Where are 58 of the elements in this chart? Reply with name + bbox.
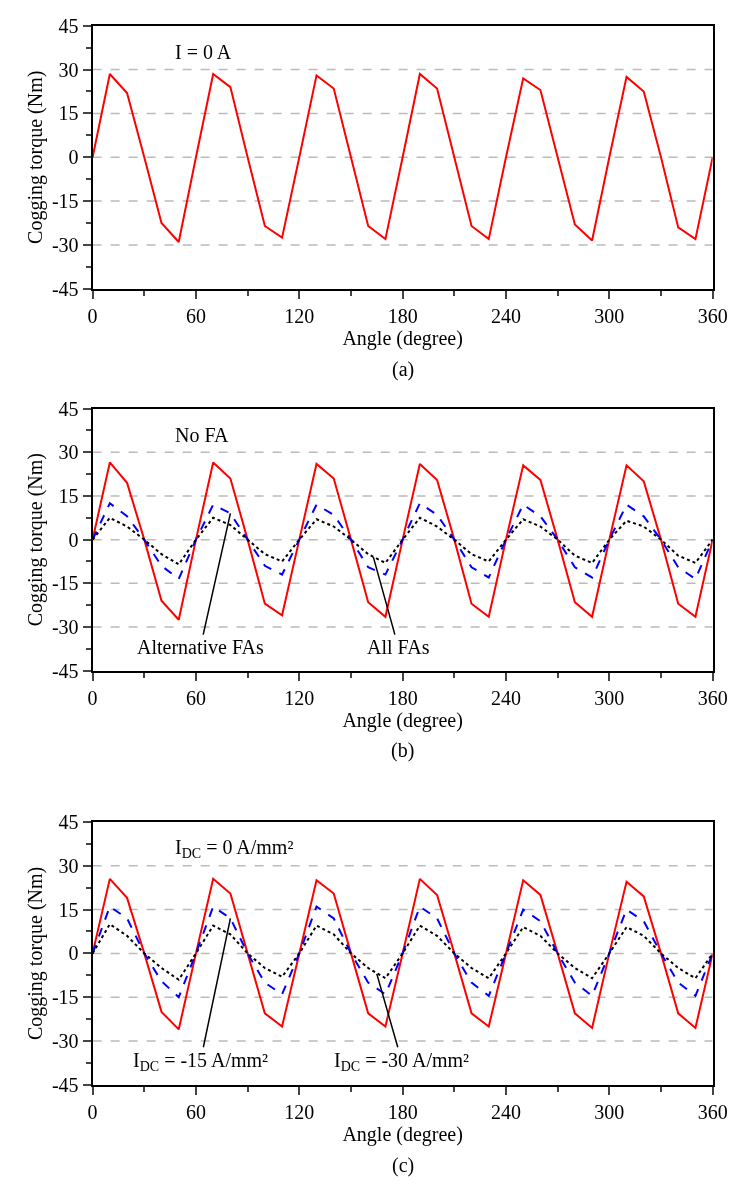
x-tick-label: 180 — [387, 686, 418, 709]
y-tick-label: 0 — [68, 942, 79, 965]
x-tick-label: 300 — [594, 304, 625, 327]
y-tick-label: -45 — [51, 277, 79, 300]
x-tick-label: 180 — [387, 1100, 418, 1123]
x-tick-label: 300 — [594, 686, 625, 709]
x-tick-label: 120 — [284, 1100, 315, 1123]
annotation: Alternative FAs — [137, 636, 265, 658]
y-tick-label: 45 — [58, 397, 79, 420]
annotation: All FAs — [367, 636, 430, 658]
x-tick-label: 240 — [490, 304, 521, 327]
x-tick-label: 300 — [594, 1100, 625, 1123]
y-tick-label: 15 — [58, 484, 79, 507]
y-axis-title: Cogging torque (Nm) — [23, 70, 47, 244]
x-axis-title: Angle (degree) — [342, 326, 463, 350]
text: (a) — [392, 358, 415, 381]
text: (b) — [391, 739, 415, 762]
annotation: No FA — [175, 424, 230, 446]
y-tick-label: 0 — [68, 528, 79, 551]
y-tick-label: -15 — [51, 190, 79, 213]
x-axis-title: Angle (degree) — [342, 708, 463, 732]
x-tick-label: 360 — [697, 686, 728, 709]
x-tick-label: 60 — [185, 1100, 206, 1123]
y-axis-title: Cogging torque (Nm) — [23, 866, 47, 1041]
annotation: I = 0 A — [175, 41, 232, 63]
y-tick-label: 30 — [58, 58, 79, 81]
x-tick-label: 240 — [490, 686, 521, 709]
y-tick-label: -30 — [51, 1030, 79, 1053]
y-tick-label: 15 — [58, 898, 79, 921]
x-tick-label: 0 — [87, 304, 98, 327]
y-tick-label: 30 — [58, 441, 79, 464]
x-tick-label: 0 — [87, 686, 98, 709]
x-tick-label: 240 — [490, 1100, 521, 1123]
y-axis-title: Cogging torque (Nm) — [23, 452, 47, 627]
y-tick-label: 0 — [68, 146, 79, 169]
y-tick-label: 30 — [58, 854, 79, 877]
y-tick-label: 45 — [58, 14, 79, 37]
y-tick-label: -45 — [51, 659, 79, 682]
x-tick-label: 60 — [185, 686, 206, 709]
y-tick-label: -30 — [51, 233, 79, 256]
x-tick-label: 0 — [87, 1100, 98, 1123]
y-tick-label: -30 — [51, 615, 79, 638]
x-axis-title: Angle (degree) — [342, 1122, 463, 1146]
y-tick-label: 45 — [58, 810, 79, 833]
x-tick-label: 360 — [697, 1100, 728, 1123]
annotation: I$_{DC}$ = -15 A/mm² — [133, 1049, 269, 1075]
y-tick-label: -15 — [51, 986, 79, 1009]
x-tick-label: 180 — [387, 304, 418, 327]
annotation: I$_{DC}$ = 0 A/mm² — [175, 836, 294, 862]
y-tick-label: -15 — [51, 572, 79, 595]
x-tick-label: 120 — [284, 686, 315, 709]
y-tick-label: -45 — [51, 1073, 79, 1096]
x-tick-label: 120 — [284, 304, 315, 327]
y-tick-label: 15 — [58, 102, 79, 125]
x-tick-label: 360 — [697, 304, 728, 327]
annotation: I$_{DC}$ = -30 A/mm² — [334, 1049, 470, 1075]
x-tick-label: 60 — [185, 304, 206, 327]
text: (c) — [392, 1154, 415, 1177]
